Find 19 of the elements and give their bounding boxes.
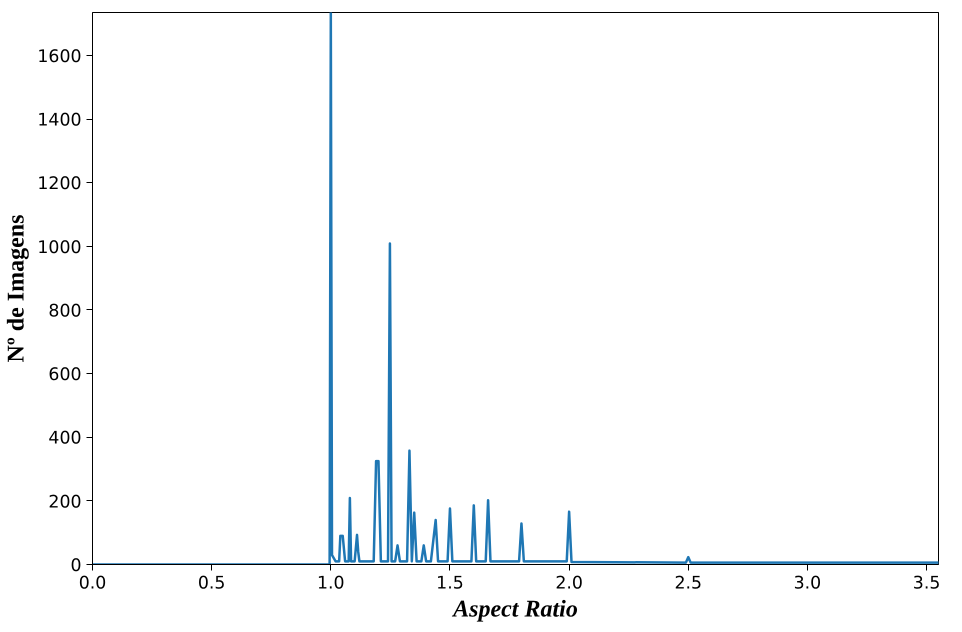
y-tick-label: 1200 (37, 174, 82, 194)
y-axis-title: Nº de Imagens (3, 214, 30, 362)
y-tick-label: 400 (48, 428, 82, 449)
y-tick-label: 0 (70, 556, 82, 576)
x-tick-label: 2.5 (674, 574, 702, 594)
x-tick-label: 1.5 (436, 574, 464, 594)
x-tick-label: 1.0 (317, 574, 345, 594)
y-tick-label: 1400 (37, 110, 82, 131)
x-tick-label: 2.0 (555, 574, 583, 594)
x-tick-label: 0.5 (198, 574, 226, 594)
y-tick-label: 1600 (37, 46, 82, 67)
y-tick-label: 200 (48, 492, 82, 512)
y-tick-label: 1000 (37, 238, 82, 258)
x-tick-label: 3.5 (912, 574, 940, 594)
x-tick-label: 0.0 (78, 574, 106, 594)
x-tick-label: 3.0 (794, 574, 822, 594)
y-tick-label: 800 (48, 301, 82, 322)
y-tick-label: 600 (48, 365, 82, 386)
x-axis-title: Aspect Ratio (451, 596, 578, 622)
